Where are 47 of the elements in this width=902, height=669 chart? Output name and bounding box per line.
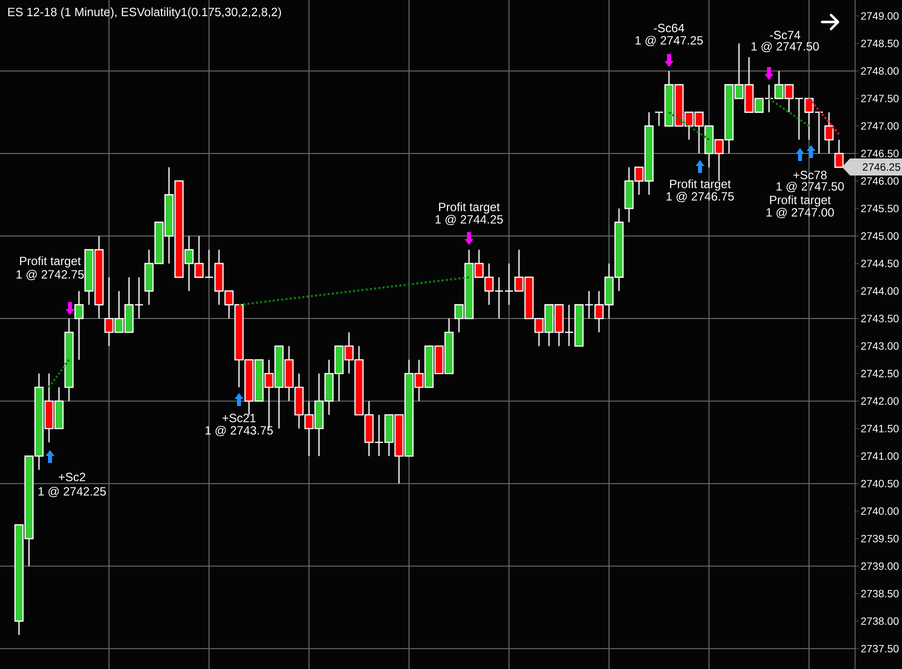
annotation: +Sc2 [58, 472, 86, 482]
annotation: 1 @ 2746.75 [666, 192, 734, 202]
y-tick-label: 2747.00 [861, 122, 899, 130]
y-tick-label: 2742.00 [861, 397, 899, 405]
y-tick-label: 2741.50 [861, 424, 899, 432]
y-tick-label: 2742.50 [861, 370, 899, 378]
annotation: Profit target [670, 179, 731, 191]
y-tick-label: 2745.00 [861, 232, 899, 240]
annotation: 1 @ 2747.25 [636, 36, 703, 46]
text: 2746.25 [862, 163, 900, 171]
y-tick-label: 2744.50 [861, 260, 899, 268]
y-tick-label: 2738.00 [861, 617, 899, 625]
annotation: 1 @ 2747.50 [752, 42, 819, 52]
y-tick-label: 2737.50 [861, 644, 899, 652]
candlestick [834, 139, 844, 168]
y-tick-label: 2738.50 [861, 590, 899, 598]
annotation: 1 @ 2742.75 [16, 270, 84, 280]
text: ES 12-18 (1 Minute), ESVolatility1(0.175,30,2,2,8,2) [8, 7, 281, 19]
y-tick-label: 2741.00 [861, 452, 899, 460]
y-tick-label: 2749.00 [861, 12, 899, 20]
candlestick [74, 290, 84, 360]
y-tick-label: 2748.50 [861, 40, 899, 48]
y-tick-label: 2739.50 [861, 534, 899, 542]
y-tick-label: 2747.50 [861, 94, 899, 102]
y-tick-label: 2740.50 [861, 480, 899, 488]
annotation: Profit target [770, 195, 831, 207]
annotation: 1 @ 2744.25 [436, 214, 503, 226]
annotation: 1 @ 2742.25 [38, 486, 106, 498]
annotation: +Sc78 [793, 170, 827, 180]
annotation: -Sc74 [770, 30, 800, 40]
y-tick-label: 2743.00 [861, 342, 899, 350]
y-tick-label: 2740.00 [861, 507, 899, 515]
y-tick-label: 2743.50 [861, 314, 899, 322]
y-tick-label: 2745.50 [861, 204, 899, 212]
annotation: -Sc64 [654, 24, 684, 32]
y-tick-label: 2739.00 [861, 562, 899, 570]
y-tick-label: 2748.00 [861, 67, 899, 75]
y-tick-label: 2746.00 [861, 177, 899, 185]
annotation: Profit target [439, 202, 500, 214]
annotation: Profit target [20, 256, 81, 268]
candlestick [824, 112, 834, 154]
annotation: 1 @ 2743.75 [206, 426, 273, 436]
annotation: +Sc21 [222, 414, 256, 422]
y-tick-label: 2746.50 [861, 150, 899, 158]
y-tick-label: 2744.00 [861, 287, 899, 295]
annotation: 1 @ 2747.00 [766, 208, 834, 218]
annotation: 1 @ 2747.50 [776, 182, 844, 192]
